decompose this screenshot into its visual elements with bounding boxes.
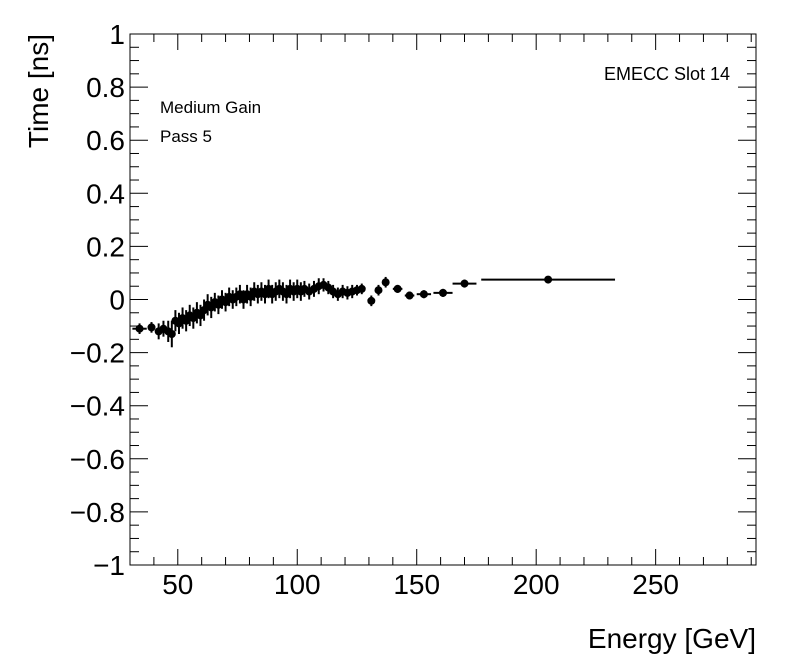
data-marker [381,278,390,287]
data-point [452,279,477,288]
y-tick-label: −0.2 [70,338,125,369]
axis-ticks [129,33,756,566]
data-point [319,278,328,292]
x-tick-label: 250 [632,569,679,600]
y-tick-label: 1 [109,19,125,50]
data-marker [367,296,376,305]
data-point [147,322,156,333]
x-tick-labels: 50 100 150 200 250 [162,569,679,600]
data-marker [460,279,469,288]
data-marker [167,330,176,339]
data-marker [405,291,414,300]
data-point [374,284,383,296]
y-axis-label: Time [ns] [23,34,54,148]
annotation-slot: EMECC Slot 14 [604,64,730,84]
y-tick-label: 0.4 [86,178,125,209]
y-tick-label: −1 [93,550,125,581]
y-tick-labels: −1 −0.8 −0.6 −0.4 −0.2 0 0.2 0.4 0.6 0.8 1 [70,19,125,581]
data-point [404,291,415,300]
y-tick-label: −0.6 [70,444,125,475]
data-point [433,288,453,297]
data-marker [147,323,156,332]
y-tick-label: 0.8 [86,72,125,103]
data-point [278,282,287,301]
x-tick-label: 50 [162,569,193,600]
data-point [167,320,176,348]
y-tick-label: 0.2 [86,231,125,262]
data-points [132,275,616,348]
data-point [392,284,403,293]
annotation-pass: Pass 5 [160,127,212,146]
data-point [159,320,168,337]
x-tick-label: 100 [274,569,321,600]
data-marker [544,275,553,284]
y-tick-label: −0.8 [70,497,125,528]
x-tick-label: 150 [393,569,440,600]
data-point [357,283,366,295]
y-tick-label: −0.4 [70,391,125,422]
data-point [481,275,616,284]
data-point [416,290,432,299]
data-marker [393,284,402,293]
x-tick-label: 200 [513,569,560,600]
data-marker [374,286,383,295]
data-point [132,323,147,335]
data-point [367,295,376,307]
data-marker [419,290,428,299]
data-point [381,276,390,288]
y-tick-label: 0.6 [86,125,125,156]
data-marker [439,288,447,297]
y-tick-label: 0 [109,285,125,316]
annotation-gain: Medium Gain [160,98,261,117]
data-marker [357,284,366,293]
x-axis-label: Energy [GeV] [588,623,756,654]
data-marker [135,324,144,333]
